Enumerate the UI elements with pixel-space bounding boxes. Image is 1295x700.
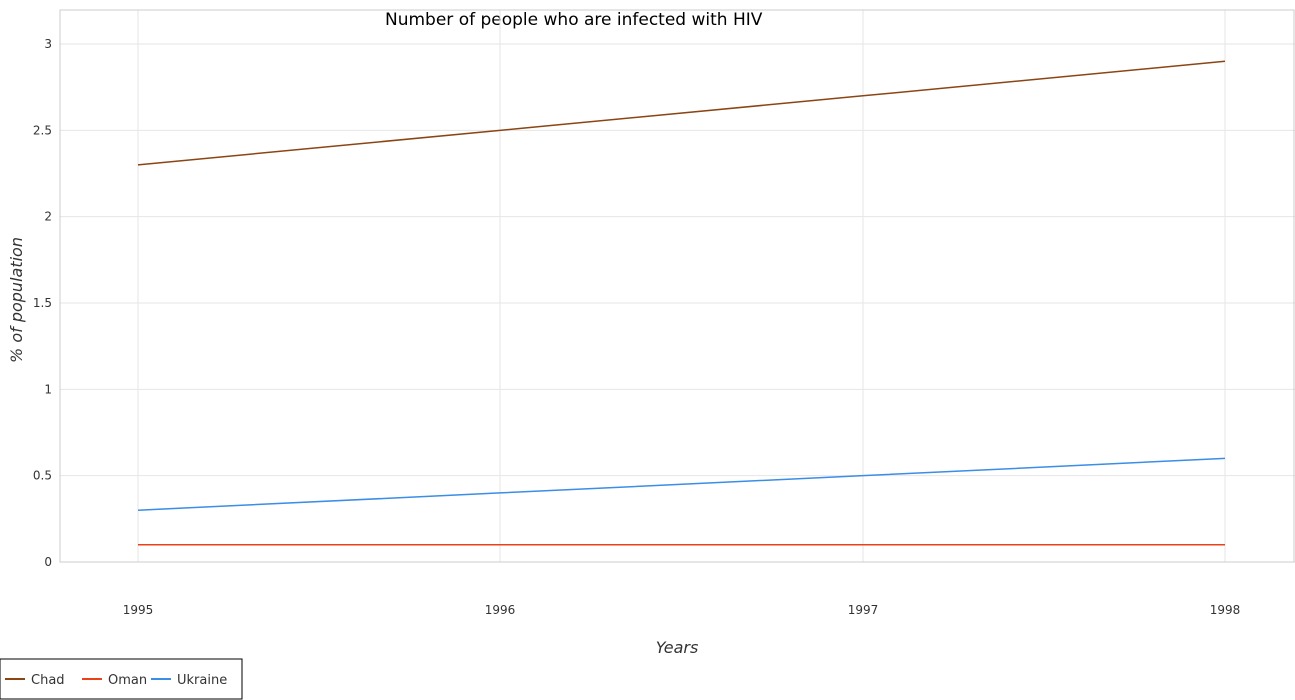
y-tick-label: 1 [44, 382, 52, 396]
legend-box [0, 658, 243, 700]
legend: Chad Oman Ukraine [0, 658, 243, 700]
y-tick-label: 1.5 [33, 296, 52, 310]
y-tick-label: 2.5 [33, 123, 52, 137]
series-line-ukraine [137, 457, 1226, 511]
y-tick-label: 0 [44, 555, 52, 569]
axes: 0 0.5 1 1.5 2 2.5 3 1995 1996 1997 1998 [33, 9, 1295, 617]
grid [60, 10, 1295, 563]
y-axis-label: % of population [7, 237, 26, 363]
x-tick-label: 1998 [1210, 603, 1241, 617]
chart-title: Number of people who are infected with H… [385, 10, 763, 30]
legend-label: Oman [108, 673, 147, 688]
x-tick-label: 1995 [123, 603, 154, 617]
x-tick-label: 1996 [485, 603, 516, 617]
legend-label: Ukraine [177, 673, 227, 688]
series-line-chad [137, 60, 1226, 166]
y-tick-label: 0.5 [33, 469, 52, 483]
x-tick-label: 1997 [848, 603, 879, 617]
series-lines [137, 60, 1226, 546]
legend-label: Chad [31, 673, 65, 688]
y-tick-label: 2 [44, 210, 52, 224]
x-axis-label: Years [656, 638, 699, 657]
plot-frame [59, 9, 1295, 563]
y-tick-label: 3 [44, 37, 52, 51]
